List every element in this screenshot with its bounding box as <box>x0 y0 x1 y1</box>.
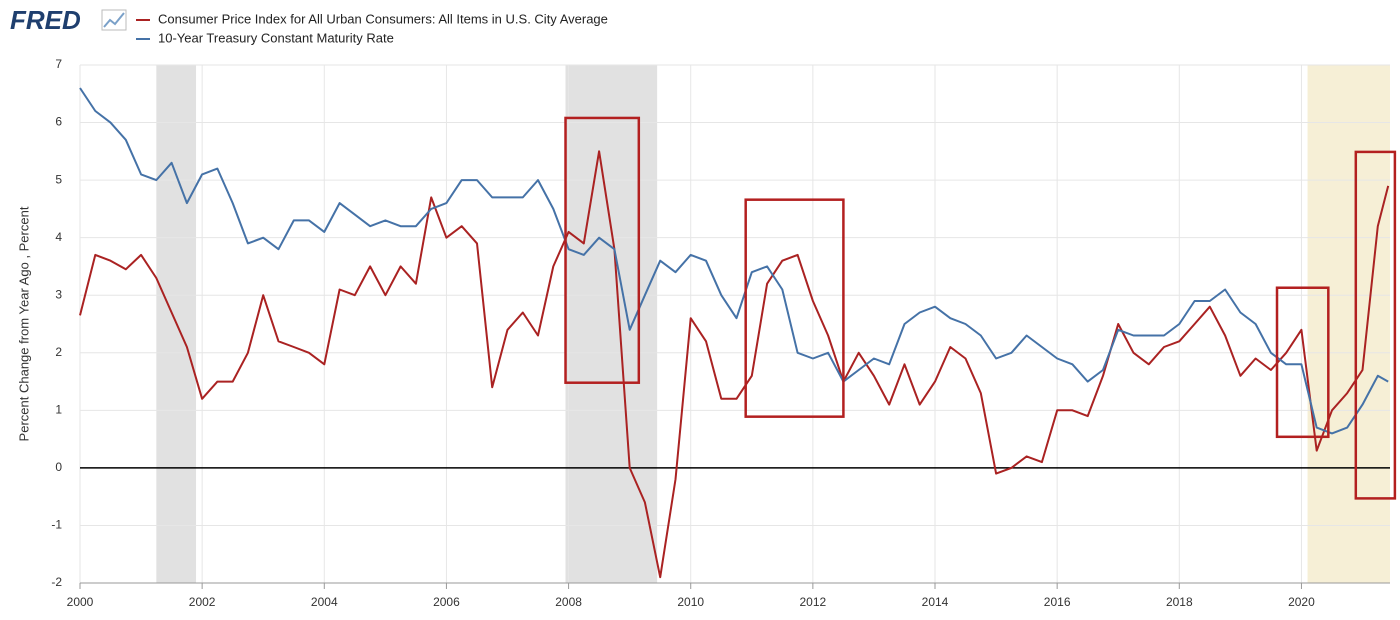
x-tick-label: 2006 <box>433 595 460 609</box>
x-tick-label: 2000 <box>67 595 94 609</box>
y-tick-label: 5 <box>55 172 62 186</box>
y-tick-label: 0 <box>55 460 62 474</box>
logo: FRED <box>10 5 81 35</box>
annotation-box <box>1354 150 1397 500</box>
shaded-range <box>1307 65 1390 583</box>
x-tick-label: 2010 <box>677 595 704 609</box>
logo-icon <box>101 9 127 31</box>
y-tick-label: 2 <box>55 345 62 359</box>
y-axis-label: Percent Change from Year Ago , Percent <box>16 206 31 441</box>
series-line <box>79 87 1389 435</box>
annotation-box <box>744 198 845 418</box>
x-tick-label: 2004 <box>311 595 338 609</box>
annotation-box <box>564 116 641 384</box>
shaded-range <box>565 65 658 583</box>
annotation-box <box>1275 286 1330 439</box>
y-tick-label: -2 <box>51 575 62 589</box>
x-tick-label: 2018 <box>1166 595 1193 609</box>
legend-label: Consumer Price Index for All Urban Consu… <box>158 11 608 26</box>
y-tick-label: 7 <box>55 57 62 71</box>
logo-icon-frame <box>101 9 127 31</box>
x-tick-label: 2020 <box>1288 595 1315 609</box>
y-tick-label: 6 <box>55 115 62 129</box>
y-tick-label: 3 <box>55 287 62 301</box>
y-tick-label: -1 <box>51 518 62 532</box>
legend-label: 10-Year Treasury Constant Maturity Rate <box>158 30 394 45</box>
x-tick-label: 2014 <box>922 595 949 609</box>
series-line <box>79 150 1390 579</box>
x-tick-label: 2016 <box>1044 595 1071 609</box>
logo-icon-line <box>103 12 125 28</box>
x-tick-label: 2008 <box>555 595 582 609</box>
x-tick-label: 2002 <box>189 595 216 609</box>
y-tick-label: 4 <box>55 230 62 244</box>
x-tick-label: 2012 <box>800 595 827 609</box>
y-tick-label: 1 <box>55 403 62 417</box>
